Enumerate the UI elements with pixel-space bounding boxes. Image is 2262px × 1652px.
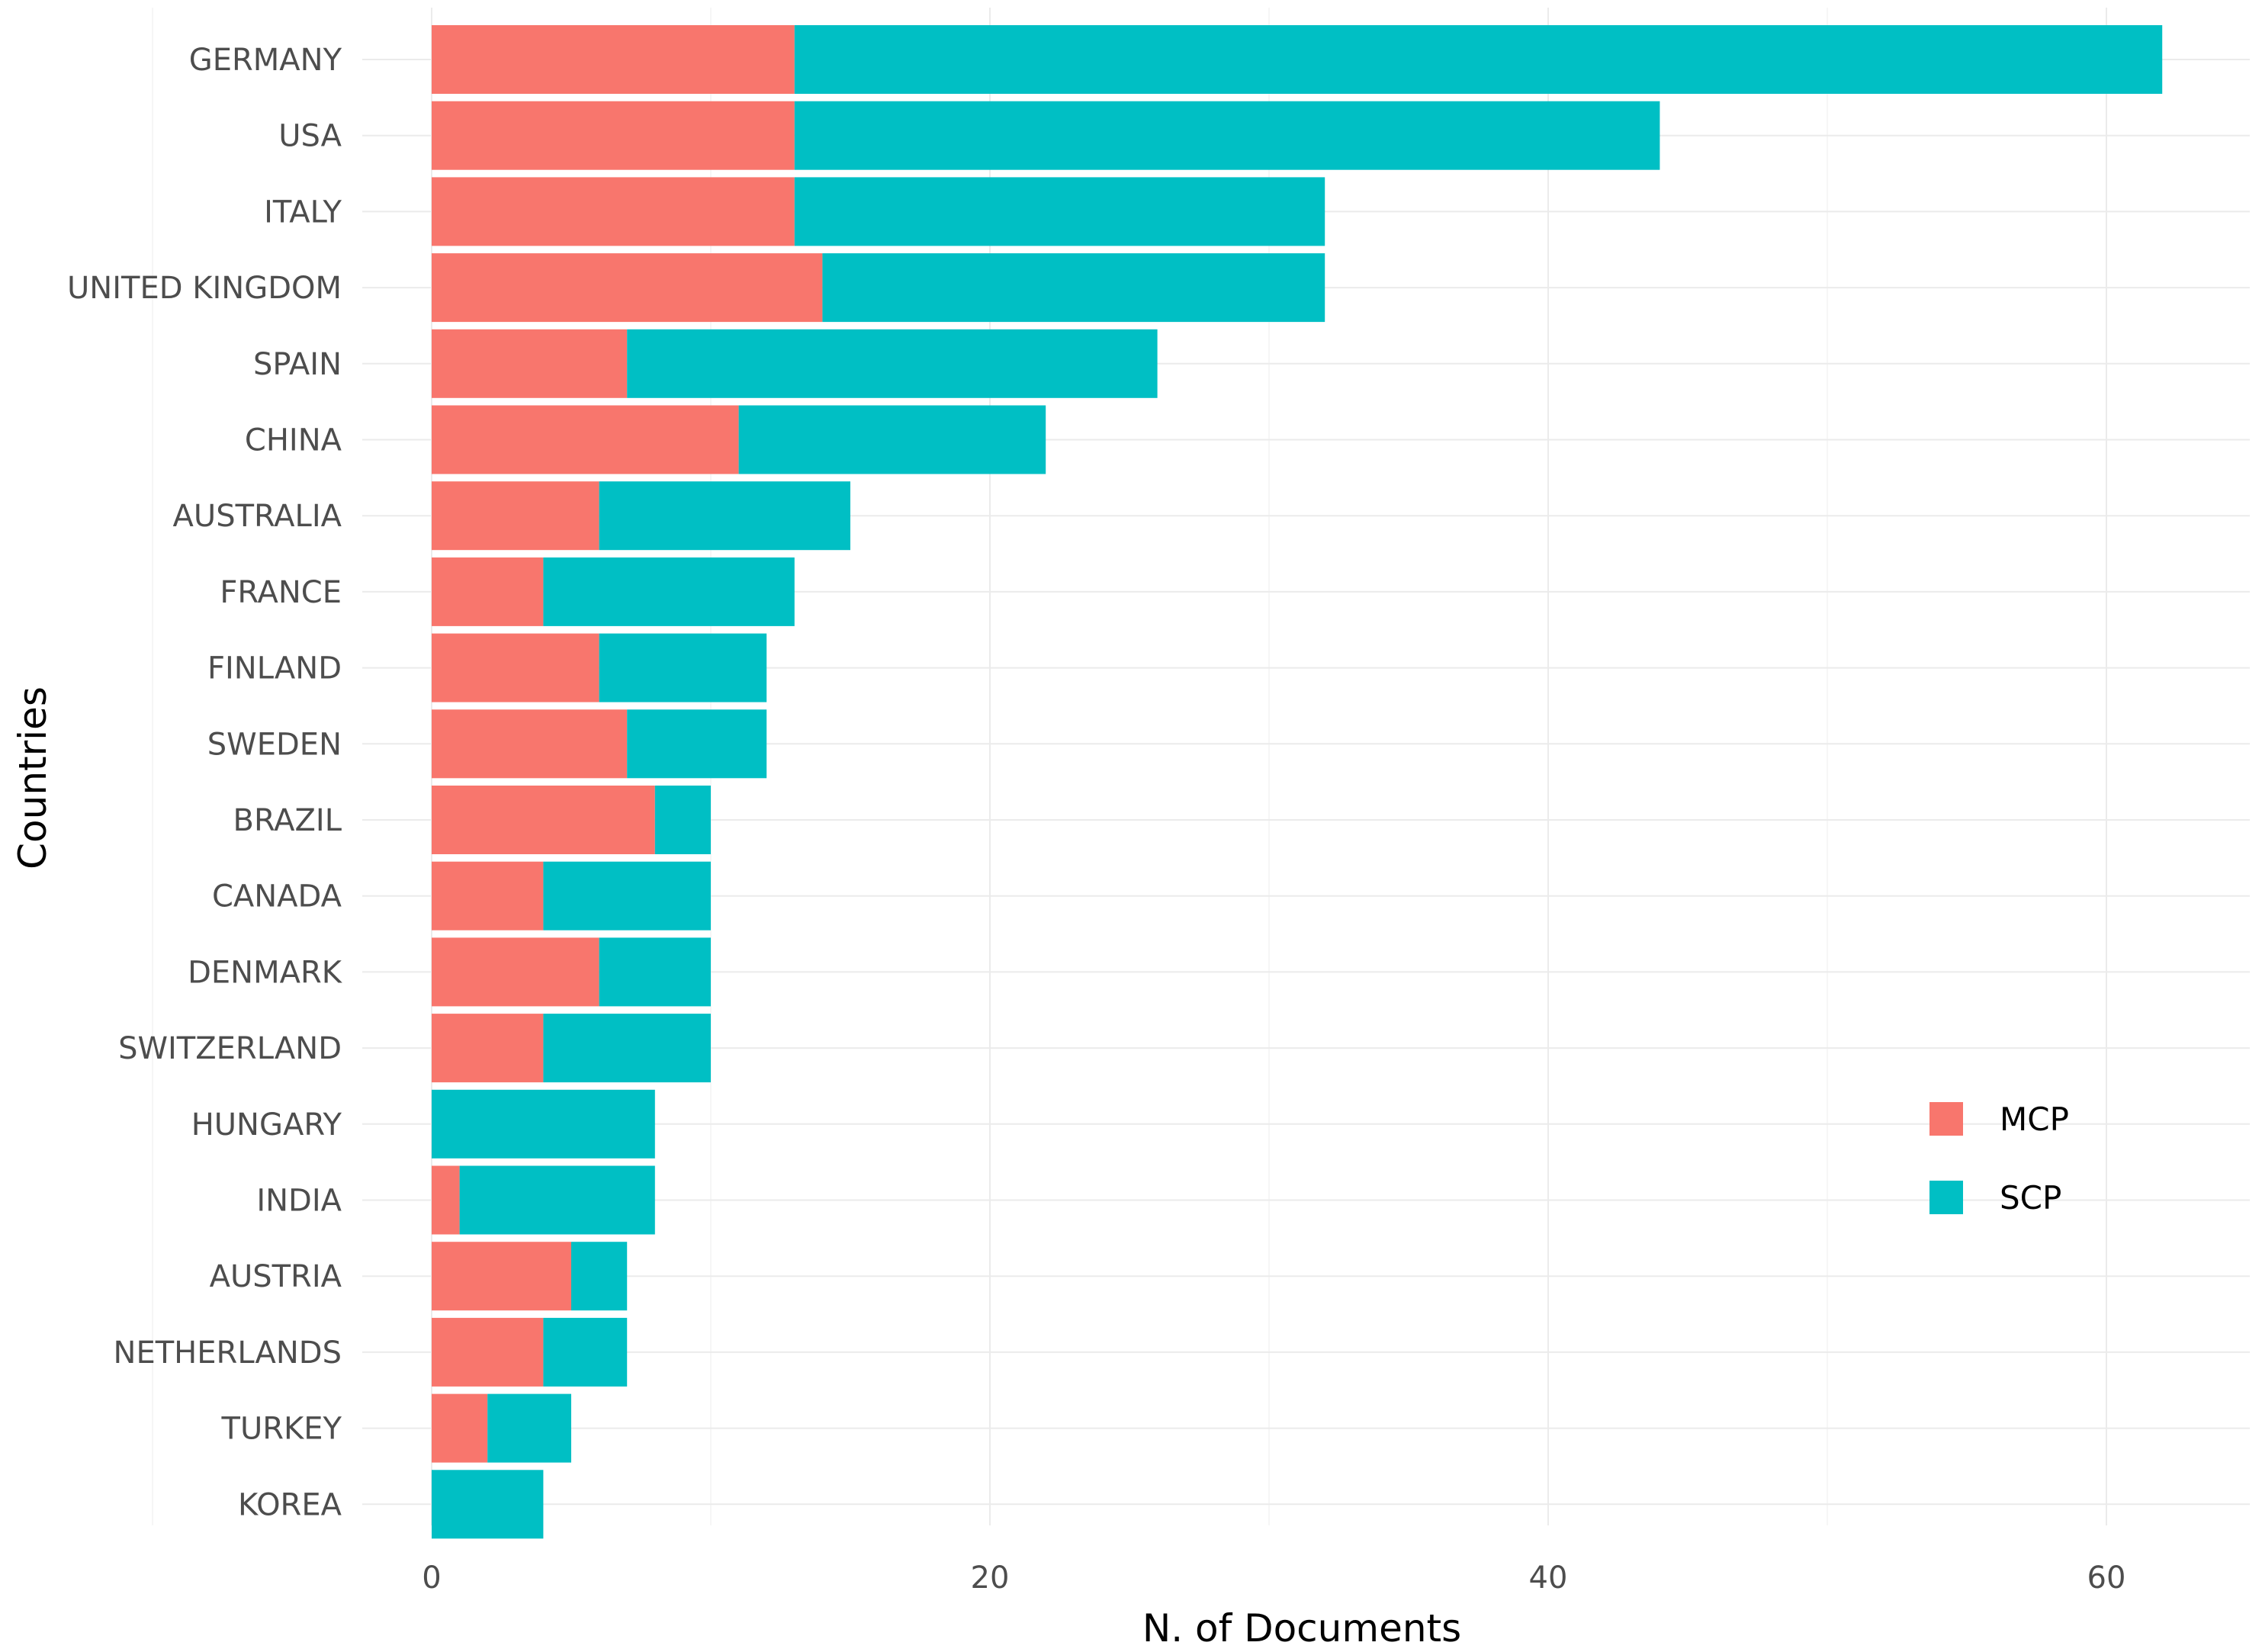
legend: MCP SCP (1929, 1101, 2069, 1217)
y-tick-label: BRAZIL (233, 803, 342, 838)
y-tick-label: GERMANY (189, 43, 342, 78)
bar-scp-canada (543, 861, 711, 930)
y-tick-label: NETHERLANDS (114, 1335, 342, 1371)
bar-scp-united-kingdom (822, 253, 1325, 323)
bar-scp-austria (571, 1242, 628, 1311)
y-tick-label: CANADA (212, 879, 342, 914)
bar-mcp-sweden (432, 709, 628, 779)
bar-mcp-united-kingdom (432, 253, 823, 323)
bar-mcp-australia (432, 481, 599, 551)
y-tick-label: UNITED KINGDOM (67, 271, 342, 306)
y-tick-labels: GERMANY USA ITALY UNITED KINGDOM SPAIN CHINA A… (67, 43, 343, 1522)
y-axis-title: Countries (11, 686, 55, 869)
y-tick-label: USA (278, 119, 342, 154)
bar-scp-turkey (487, 1393, 571, 1463)
bar-scp-finland (599, 633, 767, 702)
bar-scp-india (459, 1165, 655, 1235)
bar-mcp-usa (432, 101, 795, 170)
bar-mcp-turkey (432, 1393, 488, 1463)
bar-scp-denmark (599, 937, 711, 1007)
y-tick-label: DENMARK (188, 955, 343, 990)
bar-scp-china (738, 405, 1046, 474)
legend-key-mcp (1929, 1102, 1963, 1136)
y-tick-label: FRANCE (220, 575, 342, 610)
bar-mcp-spain (432, 329, 628, 398)
bar-mcp-netherlands (432, 1317, 544, 1387)
bar-scp-netherlands (543, 1317, 628, 1387)
y-tick-label: SWITZERLAND (118, 1031, 342, 1066)
bar-mcp-germany (432, 25, 795, 94)
bar-mcp-brazil (432, 786, 655, 854)
y-tick-label: KOREA (238, 1487, 342, 1522)
bar-scp-italy (794, 177, 1325, 246)
bar-scp-korea (432, 1470, 544, 1539)
bar-mcp-india (432, 1165, 460, 1235)
bar-scp-brazil (654, 786, 711, 854)
bar-mcp-switzerland (432, 1014, 544, 1083)
bar-mcp-finland (432, 633, 599, 702)
bar-scp-sweden (627, 709, 767, 779)
bar-scp-usa (794, 101, 1660, 170)
bar-scp-australia (599, 481, 850, 551)
y-tick-label: TURKEY (221, 1412, 342, 1447)
y-tick-label: INDIA (256, 1184, 342, 1219)
y-tick-label: AUSTRIA (210, 1259, 342, 1294)
bar-mcp-china (432, 405, 739, 474)
bar-scp-switzerland (543, 1014, 711, 1083)
x-tick-label: 20 (971, 1560, 1010, 1596)
y-tick-label: HUNGARY (191, 1107, 342, 1143)
bar-mcp-italy (432, 177, 795, 246)
bar-scp-hungary (432, 1089, 655, 1159)
y-tick-label: AUSTRALIA (173, 499, 342, 534)
bar-scp-france (543, 557, 795, 626)
bars (432, 25, 2163, 1539)
x-axis-title: N. of Documents (1142, 1606, 1461, 1650)
legend-label-mcp: MCP (2000, 1101, 2069, 1138)
y-tick-label: SPAIN (253, 347, 342, 382)
bar-mcp-austria (432, 1242, 571, 1311)
y-tick-label: FINLAND (207, 651, 342, 686)
x-tick-label: 60 (2087, 1560, 2126, 1596)
y-tick-label: CHINA (245, 423, 342, 458)
x-tick-label: 0 (422, 1560, 441, 1596)
legend-label-scp: SCP (2000, 1179, 2061, 1217)
y-tick-label: SWEDEN (207, 727, 342, 762)
bar-scp-germany (794, 25, 2163, 94)
y-tick-label: ITALY (264, 194, 342, 230)
bar-scp-spain (627, 329, 1158, 398)
bar-mcp-canada (432, 861, 544, 930)
legend-key-scp (1929, 1181, 1963, 1214)
x-tick-labels: 0 20 40 60 (422, 1560, 2125, 1596)
bar-mcp-denmark (432, 937, 599, 1007)
x-tick-label: 40 (1529, 1560, 1568, 1596)
bar-mcp-france (432, 557, 544, 626)
